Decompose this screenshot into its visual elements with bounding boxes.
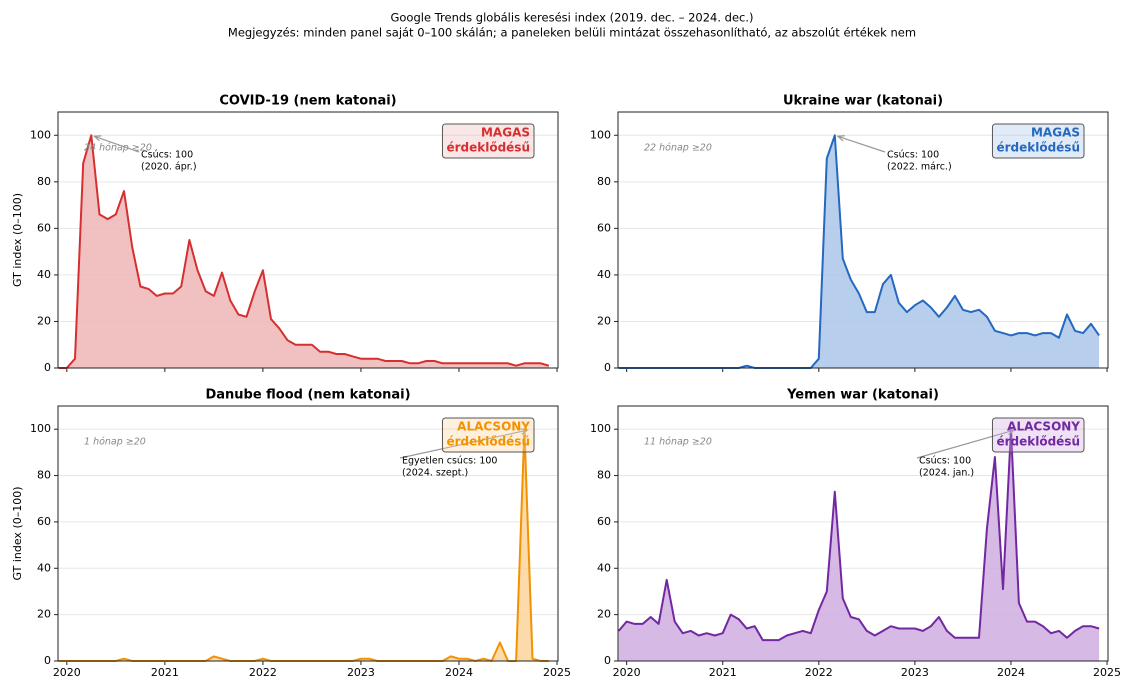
x-tick-label: 2020 bbox=[613, 666, 641, 679]
y-axis-label: GT index (0–100) bbox=[11, 486, 24, 580]
y-tick-label: 40 bbox=[597, 561, 611, 574]
x-tick-label: 2023 bbox=[347, 666, 375, 679]
badge-box bbox=[991, 123, 1085, 159]
note: 1 hónap ≥20 bbox=[84, 437, 146, 448]
annotation-arrowhead bbox=[92, 135, 102, 142]
badge-text: érdeklődésű bbox=[446, 435, 530, 449]
x-tick-label: 2022 bbox=[805, 666, 833, 679]
annotation-arrowhead bbox=[836, 135, 845, 142]
panel-title: COVID-19 (nem katonai) bbox=[219, 94, 396, 109]
annotation-arrow bbox=[837, 135, 886, 153]
y-tick-label: 20 bbox=[37, 314, 51, 327]
x-tick-label: 2024 bbox=[997, 666, 1025, 679]
y-tick-label: 80 bbox=[37, 469, 51, 482]
x-tick-label: 2020 bbox=[53, 666, 81, 679]
y-tick-label: 60 bbox=[597, 515, 611, 528]
x-tick-label: 2025 bbox=[543, 666, 571, 679]
x-tick-label: 2024 bbox=[445, 666, 473, 679]
badge-text: érdeklődésű bbox=[996, 141, 1080, 155]
annotation-arrow bbox=[916, 429, 1015, 459]
plot-frame bbox=[617, 111, 1109, 369]
annotation-arrowhead bbox=[520, 428, 529, 435]
chart-title: Google Trends globális keresési index (2… bbox=[390, 11, 753, 25]
annotation: Csúcs: 100 bbox=[887, 150, 939, 161]
annotation: Csúcs: 100 bbox=[919, 456, 971, 467]
area bbox=[618, 429, 1100, 661]
y-tick-label: 60 bbox=[37, 515, 51, 528]
note: 11 hónap ≥20 bbox=[644, 437, 712, 448]
badge-box bbox=[991, 417, 1085, 453]
y-tick-label: 0 bbox=[604, 361, 611, 374]
annotation: (2024. jan.) bbox=[919, 468, 974, 479]
panel-title: Yemen war (katonai) bbox=[786, 388, 939, 403]
line bbox=[58, 134, 550, 369]
area bbox=[58, 135, 549, 368]
badge-text: érdeklődésű bbox=[446, 141, 530, 155]
x-tick-label: 2022 bbox=[249, 666, 277, 679]
plot-frame bbox=[57, 405, 559, 662]
y-tick-label: 20 bbox=[597, 314, 611, 327]
y-tick-label: 60 bbox=[597, 221, 611, 234]
annotation: (2022. márc.) bbox=[887, 162, 952, 173]
note: 22 hónap ≥20 bbox=[644, 143, 712, 154]
x-tick-label: 2025 bbox=[1093, 666, 1121, 679]
note: 24 hónap ≥20 bbox=[84, 143, 152, 154]
annotation: Csúcs: 100 bbox=[141, 150, 193, 161]
y-tick-label: 40 bbox=[37, 268, 51, 281]
y-tick-label: 80 bbox=[37, 175, 51, 188]
badge-text: MAGAS bbox=[1031, 126, 1080, 140]
y-tick-label: 60 bbox=[37, 221, 51, 234]
y-tick-label: 0 bbox=[44, 361, 51, 374]
panel-title: Danube flood (nem katonai) bbox=[205, 388, 410, 403]
annotation: (2020. ápr.) bbox=[141, 162, 197, 173]
badge-text: MAGAS bbox=[481, 126, 530, 140]
plot-frame bbox=[617, 405, 1109, 662]
y-tick-label: 20 bbox=[597, 608, 611, 621]
annotation-arrowhead bbox=[1006, 428, 1016, 436]
badge-box bbox=[441, 123, 535, 159]
y-tick-label: 40 bbox=[37, 561, 51, 574]
y-tick-label: 80 bbox=[597, 175, 611, 188]
y-tick-label: 80 bbox=[597, 469, 611, 482]
badge-box bbox=[441, 417, 535, 453]
line bbox=[617, 428, 1100, 642]
y-tick-label: 100 bbox=[30, 422, 51, 435]
annotation: (2024. szept.) bbox=[402, 468, 468, 479]
x-tick-label: 2021 bbox=[709, 666, 737, 679]
x-tick-label: 2023 bbox=[901, 666, 929, 679]
y-tick-label: 100 bbox=[590, 128, 611, 141]
badge-text: ALACSONY bbox=[457, 420, 530, 434]
annotation-arrow bbox=[94, 135, 140, 153]
y-tick-label: 100 bbox=[590, 422, 611, 435]
badge-text: érdeklődésű bbox=[996, 435, 1080, 449]
y-tick-label: 100 bbox=[30, 128, 51, 141]
x-tick-label: 2021 bbox=[151, 666, 179, 679]
y-tick-label: 0 bbox=[604, 654, 611, 667]
y-tick-label: 20 bbox=[37, 608, 51, 621]
y-axis-label: GT index (0–100) bbox=[11, 193, 24, 287]
y-tick-label: 0 bbox=[44, 654, 51, 667]
badge-text: ALACSONY bbox=[1007, 420, 1080, 434]
annotation: Egyetlen csúcs: 100 bbox=[402, 456, 497, 467]
plot-frame bbox=[57, 111, 559, 369]
panel-title: Ukraine war (katonai) bbox=[783, 94, 943, 109]
chart-subtitle: Megjegyzés: minden panel saját 0–100 ská… bbox=[228, 26, 916, 40]
y-tick-label: 40 bbox=[597, 268, 611, 281]
annotation-arrow bbox=[399, 429, 528, 459]
